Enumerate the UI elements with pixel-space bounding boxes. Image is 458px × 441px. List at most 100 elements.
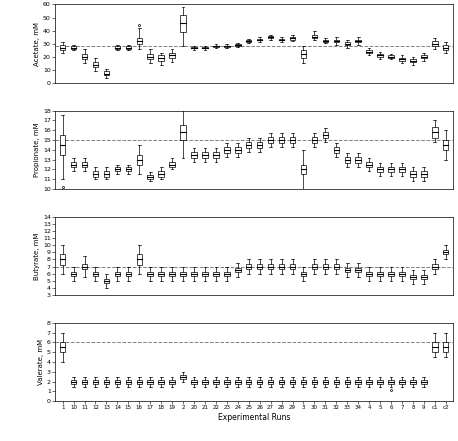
Bar (311, 265, 317, 269)
Bar (322, 380, 328, 384)
Bar (202, 152, 207, 158)
Bar (246, 41, 251, 42)
Bar (355, 380, 361, 384)
Bar (268, 380, 273, 384)
Bar (147, 380, 153, 384)
Bar (71, 272, 76, 276)
Bar (301, 380, 306, 384)
Bar (344, 42, 350, 45)
Bar (158, 380, 164, 384)
Bar (311, 380, 317, 384)
X-axis label: Experimental Runs: Experimental Runs (218, 413, 290, 422)
Bar (213, 152, 218, 158)
Bar (443, 140, 448, 150)
Bar (158, 172, 164, 177)
Bar (71, 380, 76, 384)
Bar (180, 15, 186, 32)
Bar (355, 40, 361, 42)
Bar (366, 50, 372, 53)
Bar (82, 54, 87, 60)
Bar (257, 39, 262, 41)
Bar (213, 380, 218, 384)
Bar (311, 137, 317, 143)
Bar (93, 62, 98, 67)
Bar (158, 272, 164, 276)
Bar (114, 46, 120, 49)
Bar (344, 157, 350, 163)
Bar (443, 45, 448, 50)
Bar (290, 265, 295, 269)
Bar (301, 50, 306, 58)
Bar (279, 265, 284, 269)
Bar (82, 380, 87, 384)
Bar (125, 46, 131, 49)
Bar (443, 342, 448, 352)
Bar (432, 342, 437, 352)
Bar (235, 380, 240, 384)
Bar (410, 275, 416, 280)
Bar (191, 152, 197, 158)
Bar (257, 142, 262, 148)
Bar (224, 147, 229, 153)
Bar (399, 167, 405, 172)
Bar (432, 265, 437, 269)
Bar (388, 167, 394, 172)
Bar (322, 41, 328, 42)
Bar (399, 380, 405, 384)
Bar (136, 38, 142, 44)
Bar (147, 176, 153, 179)
Bar (60, 342, 65, 352)
Bar (366, 380, 372, 384)
Bar (235, 268, 240, 273)
Bar (410, 60, 416, 62)
Bar (268, 36, 273, 38)
Bar (333, 147, 339, 153)
Y-axis label: Acetate, mM: Acetate, mM (34, 22, 40, 66)
Bar (71, 46, 76, 49)
Bar (104, 71, 109, 75)
Bar (125, 380, 131, 384)
Bar (169, 380, 175, 384)
Bar (421, 380, 426, 384)
Bar (125, 168, 131, 172)
Bar (82, 161, 87, 168)
Bar (93, 172, 98, 177)
Bar (333, 265, 339, 269)
Bar (191, 47, 197, 49)
Bar (224, 46, 229, 47)
Bar (279, 137, 284, 143)
Bar (202, 380, 207, 384)
Bar (344, 268, 350, 273)
Bar (235, 147, 240, 153)
Bar (301, 272, 306, 276)
Bar (158, 56, 164, 61)
Bar (213, 46, 218, 47)
Bar (104, 279, 109, 283)
Bar (136, 380, 142, 384)
Bar (93, 380, 98, 384)
Bar (136, 254, 142, 265)
Bar (71, 161, 76, 168)
Bar (322, 265, 328, 269)
Bar (246, 142, 251, 148)
Bar (114, 380, 120, 384)
Bar (355, 268, 361, 273)
Bar (180, 272, 186, 276)
Bar (169, 161, 175, 168)
Bar (60, 135, 65, 155)
Bar (60, 45, 65, 50)
Bar (399, 58, 405, 61)
Bar (279, 380, 284, 384)
Bar (377, 272, 383, 276)
Bar (333, 40, 339, 42)
Bar (377, 380, 383, 384)
Bar (432, 127, 437, 138)
Bar (421, 172, 426, 177)
Bar (344, 380, 350, 384)
Bar (410, 172, 416, 177)
Bar (399, 272, 405, 276)
Y-axis label: Propionate, mM: Propionate, mM (34, 123, 40, 177)
Bar (202, 47, 207, 49)
Bar (301, 164, 306, 174)
Bar (432, 41, 437, 46)
